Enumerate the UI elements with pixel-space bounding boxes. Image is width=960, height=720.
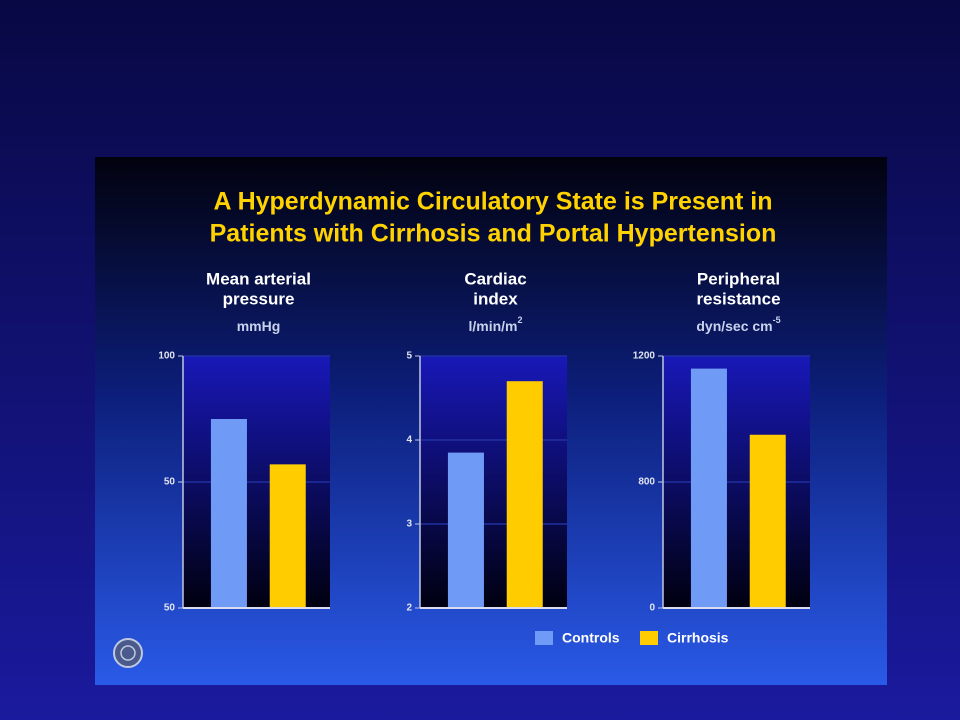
bar bbox=[447, 452, 484, 608]
bar bbox=[749, 434, 786, 608]
unit-label: dyn/sec cm-5 bbox=[696, 315, 780, 333]
unit-label: mmHg bbox=[237, 318, 281, 334]
legend-label: Cirrhosis bbox=[667, 630, 729, 646]
unit-sup: 2 bbox=[518, 315, 523, 325]
legend-swatch bbox=[535, 631, 553, 645]
bar bbox=[506, 381, 543, 608]
unit-sup: -5 bbox=[773, 315, 781, 325]
bar bbox=[210, 419, 247, 608]
y-tick-label: 1200 bbox=[633, 351, 656, 362]
y-tick-label: 0 bbox=[649, 603, 655, 614]
y-tick-label: 4 bbox=[406, 435, 412, 446]
bar bbox=[690, 368, 727, 608]
chart-title: resistance bbox=[696, 289, 780, 308]
unit-text: mmHg bbox=[237, 318, 281, 334]
unit-text: dyn/sec cm bbox=[696, 318, 772, 334]
unit-text: l/min/m bbox=[468, 318, 517, 334]
y-tick-label: 50 bbox=[164, 477, 176, 488]
bar bbox=[269, 464, 306, 608]
logo bbox=[113, 638, 143, 668]
chart-title: Cardiac bbox=[464, 269, 526, 288]
chart-title: Peripheral bbox=[697, 269, 780, 288]
legend-swatch bbox=[640, 631, 658, 645]
legend-label: Controls bbox=[562, 630, 620, 646]
y-tick-label: 100 bbox=[158, 351, 175, 362]
y-tick-label: 50 bbox=[164, 603, 176, 614]
y-tick-label: 5 bbox=[406, 351, 412, 362]
y-tick-label: 800 bbox=[638, 477, 655, 488]
chart-title: pressure bbox=[223, 289, 295, 308]
y-tick-label: 3 bbox=[406, 519, 412, 530]
plot-area bbox=[420, 356, 567, 608]
chart-title: index bbox=[473, 289, 518, 308]
y-tick-label: 2 bbox=[406, 603, 412, 614]
unit-label: l/min/m2 bbox=[468, 315, 522, 333]
slide-title: A Hyperdynamic Circulatory State is Pres… bbox=[214, 188, 773, 216]
chart-title: Mean arterial bbox=[206, 269, 311, 288]
slide-title: Patients with Cirrhosis and Portal Hyper… bbox=[210, 220, 777, 248]
